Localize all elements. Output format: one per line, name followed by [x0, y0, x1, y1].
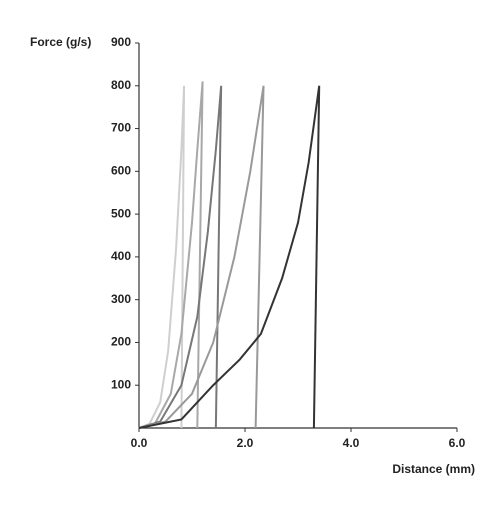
- y-tick-label: 800: [111, 78, 131, 92]
- y-tick-label: 900: [111, 35, 131, 49]
- force-curve: [138, 85, 321, 429]
- force-curve: [138, 85, 223, 429]
- x-tick-label: 6.0: [449, 436, 466, 450]
- force-curve: [138, 85, 265, 429]
- y-tick-label: 100: [111, 377, 131, 391]
- y-tick-label: 500: [111, 206, 131, 220]
- y-tick-label: 400: [111, 249, 131, 263]
- y-tick-label: 700: [111, 121, 131, 135]
- y-tick-label: 200: [111, 335, 131, 349]
- x-tick-label: 2.0: [237, 436, 254, 450]
- y-tick-label: 600: [111, 164, 131, 178]
- x-tick-label: 4.0: [343, 436, 360, 450]
- y-axis-title: Force (g/s): [30, 35, 91, 49]
- x-axis-title: Distance (mm): [392, 462, 475, 476]
- y-tick-label: 300: [111, 292, 131, 306]
- x-tick-label: 0.0: [131, 436, 148, 450]
- force-curve: [138, 85, 186, 429]
- force-curve: [138, 81, 204, 429]
